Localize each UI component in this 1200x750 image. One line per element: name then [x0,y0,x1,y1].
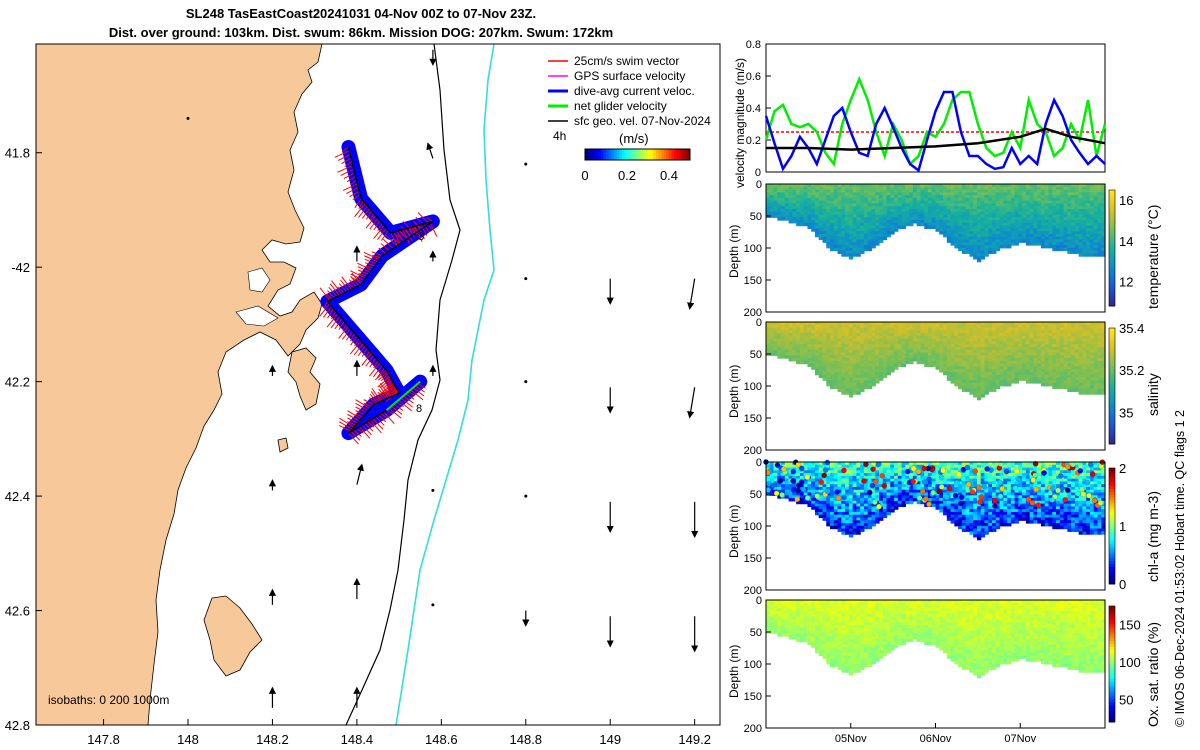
legend-dive-avg: dive-avg current veloc. [574,84,695,98]
map-colorbar-tick: 0 [581,168,588,183]
map-colorbar-tick: 0.2 [618,168,636,183]
geo-vector-dot [431,488,435,492]
geo-vector-dot [524,494,528,498]
geo-vector-dot [524,162,528,166]
map-colorbar-tick: 0.4 [660,168,678,183]
map-ytick-label: 42.8 [5,718,30,733]
annotation-8: 8 [416,403,422,415]
legend-swim: 25cm/s swim vector [574,54,679,68]
geo-vector-dot [524,277,528,281]
map-ytick-label: 42.4 [5,489,30,504]
map-xtick-label: 148.4 [341,732,374,747]
interval-label: 4h [553,129,566,143]
map-xtick-label: 148 [177,732,199,747]
isobaths-label: isobaths: 0 200 1000m [48,693,169,707]
colorbar-title: (m/s) [619,131,649,146]
map-xtick-label: 148.8 [510,732,543,747]
map-xtick-label: 147.8 [87,732,120,747]
map-ytick-label: -42 [11,260,30,275]
annotation-3: 3 [418,231,424,243]
legend-gps: GPS surface velocity [574,69,685,83]
map-ytick-label: 41.8 [5,146,30,161]
map-xtick-label: 149.2 [678,732,711,747]
legend-geo: sfc geo. vel. 07-Nov-2024 [574,114,711,128]
map-ytick-label: 42.2 [5,375,30,390]
legend-net: net glider velocity [574,99,667,113]
map-xtick-label: 149 [599,732,621,747]
map-xtick-label: 148.2 [256,732,289,747]
geo-vector-dot [524,380,528,384]
geo-vector-dot [431,603,435,607]
map-ytick-label: 42.6 [5,604,30,619]
geo-vector-dot [186,116,190,120]
map-xtick-label: 148.6 [425,732,458,747]
